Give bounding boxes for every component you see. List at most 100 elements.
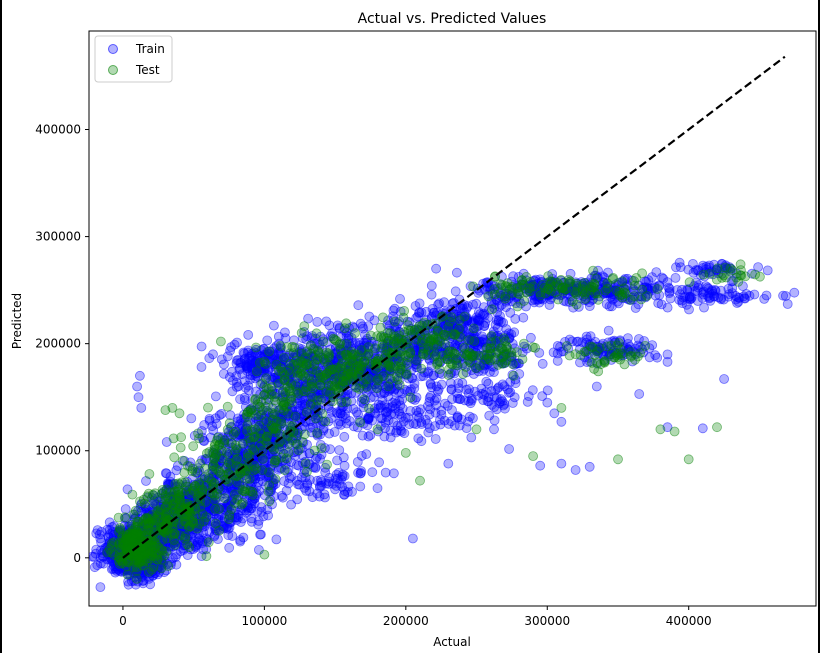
test-point xyxy=(283,447,294,458)
test-point xyxy=(289,342,300,353)
train-point xyxy=(664,288,675,299)
train-point xyxy=(584,461,595,472)
test-point xyxy=(147,489,158,500)
train-point xyxy=(442,400,453,411)
train-point xyxy=(364,411,374,422)
train-point xyxy=(426,280,437,291)
train-point xyxy=(761,290,772,301)
train-point xyxy=(293,479,304,490)
test-point xyxy=(331,384,342,395)
train-point xyxy=(473,390,484,401)
test-point xyxy=(264,496,275,507)
test-point xyxy=(305,340,316,351)
train-point xyxy=(355,481,366,492)
test-point xyxy=(375,322,386,333)
train-point xyxy=(552,355,563,366)
train-point xyxy=(279,327,290,338)
train-point xyxy=(601,299,612,310)
train-point xyxy=(182,550,193,560)
test-point xyxy=(454,323,465,334)
test-point xyxy=(188,441,199,452)
train-point xyxy=(493,382,504,393)
train-point xyxy=(255,529,266,540)
train-point xyxy=(133,392,144,403)
test-point xyxy=(121,531,132,542)
test-point xyxy=(455,331,466,342)
test-point xyxy=(271,423,282,434)
test-point xyxy=(322,459,332,470)
test-point xyxy=(434,364,445,375)
test-point xyxy=(385,328,396,339)
test-point xyxy=(254,357,265,368)
train-point xyxy=(640,276,650,287)
test-point xyxy=(180,477,191,488)
train-point xyxy=(789,287,800,298)
test-point xyxy=(446,312,457,323)
test-point xyxy=(355,417,366,428)
test-point xyxy=(296,327,307,338)
test-point xyxy=(215,336,226,347)
test-point xyxy=(257,454,268,464)
train-point xyxy=(369,315,380,326)
test-point xyxy=(230,426,241,437)
train-point xyxy=(196,362,207,372)
test-point xyxy=(279,352,289,363)
train-point xyxy=(210,391,221,402)
train-point xyxy=(688,258,698,269)
train-point xyxy=(537,358,548,369)
test-point xyxy=(508,370,519,381)
train-point xyxy=(186,413,197,424)
test-point xyxy=(423,341,434,352)
test-point xyxy=(203,402,213,413)
test-point xyxy=(161,546,172,557)
train-point xyxy=(670,272,681,283)
train-point xyxy=(253,516,264,526)
train-point xyxy=(451,267,462,278)
test-point xyxy=(335,338,346,349)
test-point xyxy=(115,544,125,554)
train-point xyxy=(443,458,454,469)
train-point xyxy=(329,427,340,437)
test-point xyxy=(279,465,290,476)
test-point xyxy=(527,342,538,353)
train-point xyxy=(204,353,215,364)
train-point xyxy=(136,402,147,413)
train-point xyxy=(196,341,207,352)
train-point xyxy=(762,265,773,276)
test-point xyxy=(120,512,130,523)
train-point xyxy=(316,480,327,491)
test-point xyxy=(263,394,274,405)
train-point xyxy=(95,582,106,592)
train-point xyxy=(343,481,354,492)
train-point xyxy=(734,293,745,303)
train-point xyxy=(92,560,103,571)
test-point xyxy=(245,405,256,416)
train-point xyxy=(340,413,351,424)
train-point xyxy=(466,432,477,443)
train-point xyxy=(108,563,118,574)
test-point xyxy=(336,350,347,361)
train-point xyxy=(216,408,227,419)
test-point xyxy=(257,378,268,389)
train-point xyxy=(504,444,515,454)
test-point xyxy=(224,418,235,429)
train-point xyxy=(411,419,422,430)
test-point xyxy=(201,551,212,562)
train-point xyxy=(704,292,715,303)
train-point xyxy=(591,381,602,392)
test-point xyxy=(292,439,303,450)
train-point xyxy=(703,283,714,294)
test-point xyxy=(372,375,383,386)
train-point xyxy=(227,531,238,541)
test-point xyxy=(320,416,331,427)
train-point xyxy=(357,430,368,441)
test-point xyxy=(254,420,265,431)
train-point xyxy=(436,379,447,390)
train-point xyxy=(494,398,505,409)
train-point xyxy=(407,533,418,544)
test-point xyxy=(321,368,332,379)
points-layer xyxy=(89,257,800,592)
train-point xyxy=(420,414,431,425)
